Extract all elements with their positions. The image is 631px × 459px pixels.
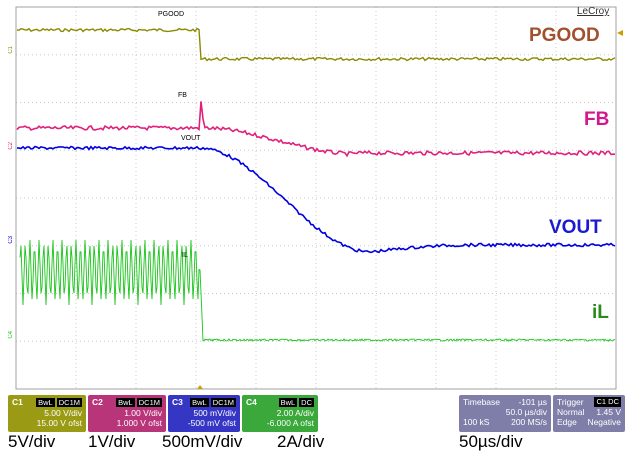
c2-coupling-chip: DC1M bbox=[136, 398, 162, 407]
il-small-label: IL bbox=[182, 252, 188, 259]
trigger-box[interactable]: Trigger C1 DC Normal 1.45 V Edge Negative bbox=[553, 395, 625, 432]
c4-bw-chip: BwL bbox=[278, 398, 298, 407]
c2-offset: 1.000 V ofst bbox=[116, 418, 162, 428]
c4-coupling-chip: DC bbox=[299, 398, 314, 407]
timebase-per-div: 50.0 µs/div bbox=[505, 407, 547, 417]
c1-coupling-chip: DC1M bbox=[56, 398, 82, 407]
timebase-delay: -101 µs bbox=[518, 397, 547, 407]
c3-bw-chip: BwL bbox=[190, 398, 209, 407]
c2-name: C2 bbox=[92, 397, 103, 407]
c1-scale: 5.00 V/div bbox=[44, 408, 82, 418]
vout-small-label: VOUT bbox=[181, 135, 201, 142]
c3-offset: -500 mV ofst bbox=[187, 418, 236, 428]
channel-c2-box[interactable]: C2 BwL DC1M 1.00 V/div 1.000 V ofst bbox=[88, 395, 166, 432]
vout-trace-label: VOUT bbox=[549, 217, 602, 238]
c4-marker[interactable]: C4 bbox=[8, 331, 14, 339]
trigger-position-marker[interactable] bbox=[197, 385, 203, 389]
time-scale-annotation: 50µs/div bbox=[459, 432, 523, 451]
c1-offset: 15.00 V ofst bbox=[36, 418, 82, 428]
c3-name: C3 bbox=[172, 397, 183, 407]
channel-c4-box[interactable]: C4 BwL DC 2.00 A/div -6.000 A ofst bbox=[242, 395, 318, 432]
c2-bw-chip: BwL bbox=[116, 398, 135, 407]
timebase-label: Timebase bbox=[463, 397, 501, 407]
c3-scale: 500 mV/div bbox=[193, 408, 236, 418]
trigger-slope: Negative bbox=[587, 417, 621, 427]
timebase-samples: 100 kS bbox=[463, 417, 490, 427]
waveform-traces bbox=[16, 27, 616, 342]
c4-offset: -6.000 A ofst bbox=[266, 418, 314, 428]
timebase-rate: 200 MS/s bbox=[511, 417, 547, 427]
fb-small-label: FB bbox=[178, 92, 187, 99]
c4-scale-annotation: 2A/div bbox=[277, 432, 325, 451]
channel-c3-box[interactable]: C3 BwL DC1M 500 mV/div -500 mV ofst bbox=[168, 395, 240, 432]
il-trace bbox=[19, 239, 616, 342]
c1-marker[interactable]: C1 bbox=[8, 46, 14, 54]
graticule bbox=[16, 7, 616, 389]
c1-name: C1 bbox=[12, 397, 23, 407]
channel-c1-box[interactable]: C1 BwL DC1M 5.00 V/div 15.00 V ofst bbox=[8, 395, 86, 432]
c3-coupling-chip: DC1M bbox=[210, 398, 236, 407]
c1-scale-annotation: 5V/div bbox=[8, 432, 56, 451]
fb-trace bbox=[16, 101, 615, 158]
c2-scale: 1.00 V/div bbox=[124, 408, 162, 418]
pgood-small-label: PGOOD bbox=[158, 11, 185, 18]
c3-marker[interactable]: C3 bbox=[8, 236, 14, 244]
trigger-level-marker[interactable] bbox=[617, 30, 623, 36]
trigger-level: 1.45 V bbox=[596, 407, 621, 417]
pgood-trace-label: PGOOD bbox=[529, 25, 600, 46]
c2-marker[interactable]: C2 bbox=[8, 142, 14, 150]
il-trace-label: iL bbox=[592, 302, 609, 323]
trigger-source-chip: C1 DC bbox=[594, 397, 621, 407]
trigger-type: Edge bbox=[557, 417, 577, 427]
vout-trace bbox=[16, 145, 616, 254]
c4-name: C4 bbox=[246, 397, 257, 407]
c3-scale-annotation: 500mV/div bbox=[162, 432, 243, 451]
c4-scale: 2.00 A/div bbox=[276, 408, 314, 418]
timebase-box[interactable]: Timebase -101 µs 50.0 µs/div 100 kS 200 MS… bbox=[459, 395, 551, 432]
c2-scale-annotation: 1V/div bbox=[88, 432, 136, 451]
pgood-trace bbox=[16, 27, 616, 62]
trigger-mode: Normal bbox=[557, 407, 585, 417]
trigger-label: Trigger bbox=[557, 397, 584, 407]
fb-trace-label: FB bbox=[584, 109, 610, 130]
brand-logo: LeCroy bbox=[577, 6, 610, 17]
c1-bw-chip: BwL bbox=[36, 398, 55, 407]
